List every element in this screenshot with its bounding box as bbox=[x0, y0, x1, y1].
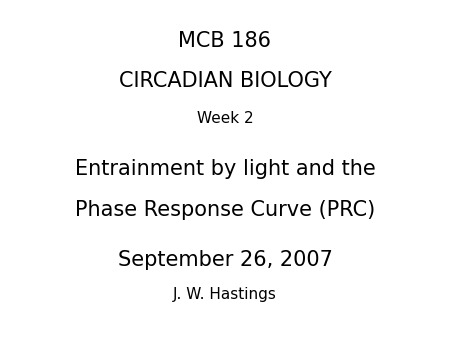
Text: September 26, 2007: September 26, 2007 bbox=[117, 250, 333, 270]
Text: MCB 186: MCB 186 bbox=[179, 30, 271, 51]
Text: CIRCADIAN BIOLOGY: CIRCADIAN BIOLOGY bbox=[118, 71, 332, 91]
Text: Week 2: Week 2 bbox=[197, 111, 253, 126]
Text: J. W. Hastings: J. W. Hastings bbox=[173, 287, 277, 301]
Text: Entrainment by light and the: Entrainment by light and the bbox=[75, 159, 375, 179]
Text: Phase Response Curve (PRC): Phase Response Curve (PRC) bbox=[75, 199, 375, 220]
